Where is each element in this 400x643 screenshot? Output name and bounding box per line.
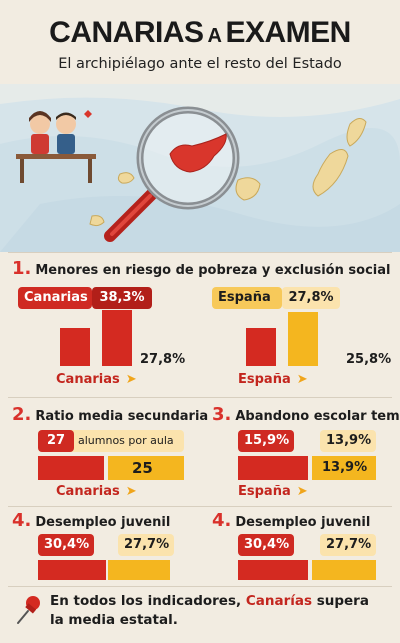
canarias-value-pill: 38,3% — [92, 287, 152, 309]
section-3-text: Abandono escolar tempran — [235, 409, 400, 424]
s4b-value-b-pill: 27,7% — [320, 534, 376, 556]
section-2-title: 2. Ratio media secundaria — [12, 404, 208, 425]
divider — [8, 586, 392, 587]
s1-left-bar-tall — [102, 310, 132, 366]
s3-value-a-pill: 15,9% — [238, 430, 294, 452]
espana-name-pill: España — [212, 287, 282, 309]
divider — [8, 252, 392, 253]
espana-name-text: España — [218, 290, 271, 305]
s3-label-text: España — [238, 484, 291, 499]
espana-value-text: 27,8% — [288, 290, 334, 305]
footer-line1-post: supera — [312, 593, 369, 609]
divider — [8, 397, 392, 398]
s2-label-text: Canarias — [56, 484, 120, 499]
arrow-right-icon: ➤ — [125, 372, 137, 387]
map-svg — [0, 84, 400, 252]
arrow-right-icon: ➤ — [125, 484, 137, 499]
page-subtitle: El archipiélago ante el resto del Estado — [58, 56, 342, 72]
title-part-examen: EXAMEN — [225, 16, 351, 49]
section-2-number: 2. — [12, 404, 32, 425]
s2-value-pill: 27 — [38, 430, 74, 452]
s3-ref: 13,9% — [322, 460, 368, 475]
footer-text: En todos los indicadores, Canarías super… — [50, 592, 369, 630]
s1-right-bar-short — [246, 328, 276, 366]
students-desk-icon — [16, 110, 96, 183]
title-part-a: A — [207, 25, 222, 47]
header: CANARIAS A EXAMEN El archipiélago ante el … — [0, 0, 400, 90]
s2-unit-pill: alumnos por aula — [38, 430, 184, 452]
s1-left-bar-short — [60, 328, 90, 366]
island-gran-canaria — [235, 177, 261, 201]
section-1-title: 1. Menores en riesgo de pobreza y exclusi… — [12, 258, 390, 279]
s3-value-b-text: 13,9% — [326, 433, 372, 448]
s4b-value-a-pill: 30,4% — [238, 534, 294, 556]
s1-right-label: España ➤ — [238, 372, 308, 387]
section-3-title: 3.Abandono escolar tempran — [212, 404, 400, 425]
s1-right-bar-tall — [288, 312, 318, 366]
pushpin-icon — [17, 596, 40, 624]
section-2-text: Ratio media secundaria — [35, 409, 209, 424]
s1-right-label-text: España — [238, 372, 291, 387]
s4a-value-b-pill: 27,7% — [118, 534, 174, 556]
footer-line2: la media estatal. — [50, 612, 178, 628]
canarias-name-text: Canarias — [24, 290, 88, 305]
s4b-bar-canarias — [238, 560, 308, 580]
s3-value-a-text: 15,9% — [244, 433, 290, 448]
s2-bar-canarias — [38, 456, 104, 480]
s1-left-label: Canarias ➤ — [56, 372, 137, 387]
page-title: CANARIAS A EXAMEN — [0, 16, 400, 50]
s3-value-b-pill: 13,9% — [320, 430, 376, 452]
s3-label: España ➤ — [238, 484, 308, 499]
s4b-value-b-text: 27,7% — [326, 537, 372, 552]
s3-bar-espana — [312, 456, 376, 480]
arrow-right-icon: ➤ — [296, 484, 308, 499]
section-3-number: 3. — [212, 404, 232, 425]
s4a-value-a-text: 30,4% — [44, 537, 90, 552]
section-4b-text: Desempleo juvenil — [235, 515, 371, 530]
footer-line1-pre: En todos los indicadores, — [50, 593, 246, 609]
section-4a-title: 4. Desempleo juvenil — [12, 510, 170, 531]
section-4a-text: Desempleo juvenil — [35, 515, 171, 530]
s2-bar-espana — [108, 456, 184, 480]
divider — [8, 506, 392, 507]
s4a-value-b-text: 27,7% — [124, 537, 170, 552]
s2-value-text: 27 — [46, 433, 66, 448]
s4a-bar-espana — [108, 560, 170, 580]
section-4a-number: 4. — [12, 510, 32, 531]
map-illustration — [0, 84, 400, 252]
magnifier-icon — [104, 106, 240, 242]
s2-label: Canarias ➤ — [56, 484, 137, 499]
canarias-name-pill: Canarias — [18, 287, 92, 309]
arrow-right-icon: ➤ — [296, 372, 308, 387]
s4a-value-a-pill: 30,4% — [38, 534, 94, 556]
island-hierro — [89, 215, 105, 227]
s2-unit-text: alumnos por aula — [78, 434, 174, 447]
s1-left-ref: 27,8% — [140, 352, 186, 367]
island-tenerife — [169, 133, 227, 173]
s4b-value-a-text: 30,4% — [244, 537, 290, 552]
s2-ref: 25 — [132, 459, 153, 477]
island-gomera — [117, 172, 135, 184]
island-fuerteventura — [312, 149, 349, 197]
canarias-value-text: 38,3% — [99, 290, 145, 305]
title-part-canarias: CANARIAS — [49, 16, 204, 49]
s3-bar-canarias — [238, 456, 308, 480]
s4a-bar-canarias — [38, 560, 106, 580]
s1-left-label-text: Canarias — [56, 372, 120, 387]
s1-right-ref: 25,8% — [346, 352, 392, 367]
section-1-text: Menores en riesgo de pobreza y exclusión… — [35, 263, 391, 278]
espana-value-pill: 27,8% — [282, 287, 340, 309]
island-lanzarote — [346, 118, 367, 147]
section-4b-title: 4. Desempleo juvenil — [212, 510, 370, 531]
section-1-number: 1. — [12, 258, 32, 279]
footer-line1-highlight: Canarías — [245, 593, 313, 609]
s4b-bar-espana — [312, 560, 376, 580]
section-4b-number: 4. — [212, 510, 232, 531]
